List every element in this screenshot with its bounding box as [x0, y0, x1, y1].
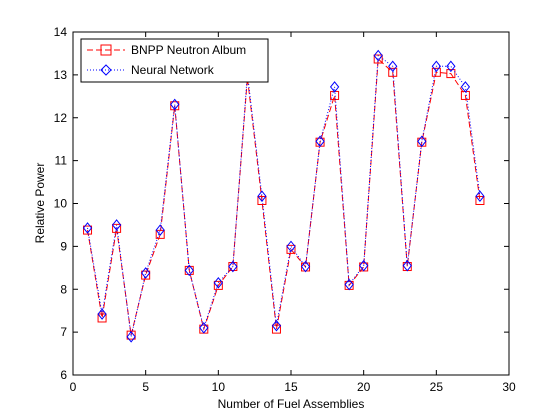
- data-point-diamond-16: [300, 260, 311, 273]
- legend: BNPP Neutron Album Neural Network: [80, 38, 269, 83]
- data-point-diamond-9: [199, 322, 209, 334]
- y-tick-label-13: 13: [54, 68, 68, 82]
- data-point-diamond-18: [329, 81, 340, 93]
- y-tick-label-10: 10: [54, 197, 68, 211]
- y-tick-label-7: 7: [60, 325, 67, 339]
- x-tick-label-5: 5: [142, 380, 149, 394]
- x-tick-label-30: 30: [502, 380, 516, 394]
- legend-box: [80, 38, 269, 83]
- y-axis-ticks: 6 7 8 9 10 11 12 13 14: [54, 25, 509, 382]
- data-point-square-26: [446, 69, 456, 79]
- data-point-diamond-21: [373, 49, 383, 62]
- data-point-diamond-3: [111, 219, 122, 231]
- series-line-0: [87, 57, 481, 336]
- legend-label-bnpp: BNPP Neutron Album: [131, 43, 246, 57]
- data-point-diamond-10: [213, 277, 223, 289]
- x-axis-ticks: 0 5 10 15 20 25 30: [70, 32, 516, 394]
- data-point-diamond-17: [315, 135, 325, 148]
- y-tick-label-9: 9: [60, 239, 67, 253]
- x-axis-label: Number of Fuel Assemblies: [218, 397, 365, 411]
- data-point-diamond-14: [271, 319, 282, 332]
- data-point-diamond-8: [184, 264, 194, 277]
- legend-marker-square: [100, 44, 112, 56]
- y-tick-label-14: 14: [54, 25, 68, 39]
- y-tick-label-8: 8: [60, 282, 67, 296]
- data-point-square-22: [388, 67, 398, 77]
- y-tick-label-11: 11: [55, 154, 68, 168]
- data-point-diamond-1: [82, 222, 93, 234]
- data-point-diamond-26: [446, 60, 456, 73]
- data-point-square-1: [83, 225, 93, 235]
- x-tick-label-0: 0: [70, 380, 77, 394]
- series-line-1: [87, 54, 481, 337]
- data-point-diamond-7: [170, 98, 180, 111]
- y-tick-label-6: 6: [60, 368, 67, 382]
- data-point-diamond-24: [417, 135, 427, 148]
- data-point-diamond-20: [359, 259, 369, 272]
- data-point-diamond-25: [431, 60, 441, 73]
- plot-area: [73, 32, 509, 375]
- data-point-square-15: [286, 244, 296, 254]
- y-axis-label: Relative Power: [33, 163, 47, 244]
- data-point-diamond-23: [402, 259, 412, 272]
- x-tick-label-10: 10: [212, 380, 226, 394]
- data-point-diamond-6: [155, 224, 165, 236]
- data-point-square-25: [431, 67, 441, 77]
- y-tick-label-12: 12: [54, 111, 68, 125]
- series-layer: [82, 49, 485, 343]
- data-point-diamond-22: [388, 60, 398, 73]
- data-point-diamond-2: [97, 308, 107, 320]
- legend-marker-diamond: [100, 64, 112, 76]
- data-point-diamond-27: [460, 81, 471, 93]
- legend-label-nn: Neural Network: [131, 63, 215, 77]
- data-point-square-10: [213, 280, 223, 290]
- data-point-diamond-15: [286, 240, 296, 253]
- data-point-diamond-28: [475, 190, 485, 203]
- x-tick-label-15: 15: [284, 380, 298, 394]
- data-point-square-5: [141, 270, 151, 280]
- data-point-square-28: [475, 195, 485, 205]
- data-point-diamond-4: [126, 331, 136, 343]
- data-point-square-3: [112, 223, 122, 233]
- data-point-diamond-13: [257, 190, 267, 203]
- x-tick-label-25: 25: [430, 380, 444, 394]
- data-point-diamond-11: [228, 260, 238, 273]
- data-point-square-6: [155, 229, 165, 239]
- x-tick-label-20: 20: [357, 380, 371, 394]
- data-point-diamond-19: [344, 278, 354, 291]
- data-point-diamond-5: [141, 267, 151, 279]
- data-point-square-13: [257, 195, 267, 205]
